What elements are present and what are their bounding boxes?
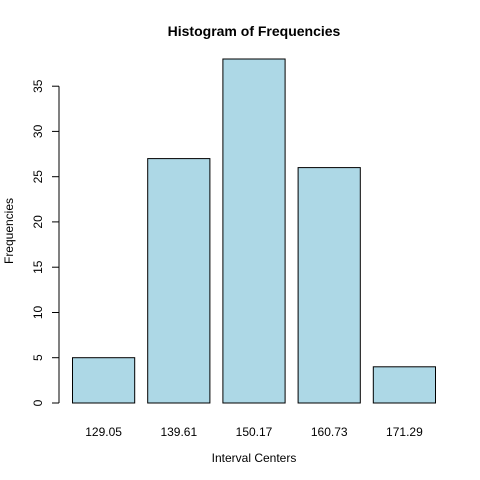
y-tick-label: 10 — [31, 306, 45, 320]
y-tick-label: 5 — [31, 354, 45, 361]
x-tick-label: 139.61 — [160, 425, 197, 439]
bars-group — [73, 59, 436, 403]
x-tick-label: 150.17 — [236, 425, 273, 439]
y-tick-label: 15 — [31, 260, 45, 274]
y-tick-label: 0 — [31, 399, 45, 406]
histogram-bar-171.29 — [373, 367, 435, 403]
y-tick-label: 35 — [31, 79, 45, 93]
y-axis-label: Frequencies — [2, 198, 16, 264]
y-tick-label: 30 — [31, 124, 45, 138]
chart-title: Histogram of Frequencies — [168, 23, 341, 39]
x-tick-label: 171.29 — [386, 425, 423, 439]
histogram-bar-160.73 — [298, 168, 360, 403]
x-tick-labels: 129.05 139.61 150.17 160.73 171.29 — [85, 425, 423, 439]
y-tick-label: 25 — [31, 170, 45, 184]
histogram-bar-150.17 — [223, 59, 285, 403]
histogram-bar-139.61 — [148, 159, 210, 403]
x-tick-label: 160.73 — [311, 425, 348, 439]
y-tick-label: 20 — [31, 215, 45, 229]
x-axis-label: Interval Centers — [212, 451, 297, 465]
histogram-bar-129.05 — [73, 358, 135, 403]
x-tick-label: 129.05 — [85, 425, 122, 439]
y-axis: 0 5 10 15 20 25 30 35 — [31, 79, 59, 406]
